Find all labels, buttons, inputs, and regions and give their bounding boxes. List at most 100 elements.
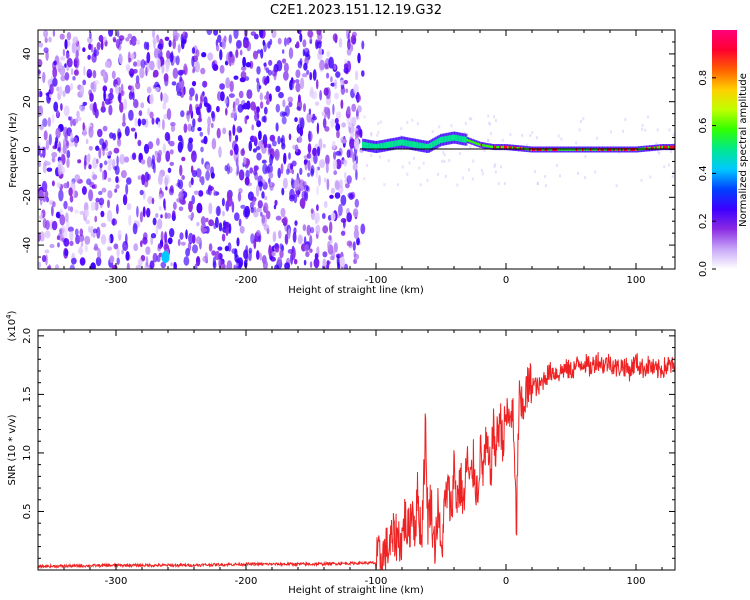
spectrogram-cell bbox=[157, 58, 161, 70]
spectrogram-cell bbox=[293, 258, 298, 265]
spectrogram-cell bbox=[641, 124, 644, 128]
spectrogram-cell bbox=[668, 128, 671, 132]
trace-core bbox=[376, 143, 379, 150]
spectrogram-cell bbox=[207, 104, 212, 113]
spectrogram-cell bbox=[68, 187, 73, 197]
spectrogram-cell bbox=[352, 162, 358, 171]
spectrogram-cell bbox=[53, 60, 57, 66]
spectrogram-cell bbox=[315, 79, 319, 90]
spectrogram-cell bbox=[137, 258, 143, 267]
spectrogram-cell bbox=[245, 61, 252, 68]
spectrogram-cell bbox=[98, 147, 102, 159]
spectrogram-cell bbox=[178, 179, 184, 190]
spectrogram-cell bbox=[211, 250, 216, 256]
spectrogram-cell bbox=[647, 115, 649, 119]
spectrogram-cell bbox=[72, 36, 79, 45]
spectrogram-cell bbox=[74, 137, 78, 148]
spectrogram-cell bbox=[233, 30, 239, 39]
spectrogram-cell bbox=[180, 241, 186, 246]
spectrogram-cell bbox=[146, 86, 152, 94]
trace-core bbox=[472, 141, 476, 144]
spectrogram-cell bbox=[663, 165, 666, 169]
spectrogram-cell bbox=[256, 152, 262, 161]
spectrogram-cell bbox=[346, 240, 353, 247]
spectrogram-cell bbox=[269, 181, 273, 187]
spectrogram-cell bbox=[200, 146, 204, 153]
spectrogram-cell bbox=[67, 226, 74, 233]
spectrogram-cell bbox=[649, 175, 652, 179]
spectrogram-cell bbox=[260, 48, 264, 59]
spectrogram-cell bbox=[225, 227, 229, 237]
spectrogram-cell bbox=[39, 231, 45, 242]
spectrogram-cell bbox=[201, 157, 204, 165]
spectrogram-cell bbox=[358, 129, 362, 138]
spectrogram-cell bbox=[56, 235, 61, 240]
spectrogram-cell bbox=[240, 204, 246, 209]
spectrogram-cell bbox=[193, 190, 199, 195]
trace-core bbox=[362, 141, 365, 148]
spectrogram-cell bbox=[116, 247, 120, 258]
spectrogram-cell bbox=[186, 110, 190, 116]
trace-core bbox=[369, 143, 373, 150]
trace-core bbox=[443, 136, 446, 143]
spectrogram-cell bbox=[130, 72, 134, 78]
spectrogram-cell bbox=[111, 70, 116, 80]
spectrogram-cell bbox=[117, 128, 122, 140]
spectrogram-cell bbox=[334, 117, 339, 125]
spectrogram-cell bbox=[201, 52, 207, 58]
spectrogram-cell bbox=[340, 99, 344, 109]
spectrogram-cell bbox=[328, 235, 332, 241]
spectrogram-cell bbox=[242, 56, 247, 68]
spectrogram-cell bbox=[471, 177, 474, 181]
spectrogram-cell bbox=[130, 35, 137, 47]
y-tick-label: 20 bbox=[22, 95, 33, 108]
spectrogram-cell bbox=[264, 77, 268, 86]
spectrogram-cell bbox=[211, 111, 216, 122]
spectrogram-cell bbox=[263, 202, 269, 214]
spectrogram-cell bbox=[333, 63, 337, 71]
spectrogram-cell bbox=[129, 39, 133, 45]
spectrogram-cell bbox=[228, 34, 232, 44]
spectrogram-cell bbox=[333, 151, 337, 160]
spectrogram-cell bbox=[205, 217, 209, 223]
spectrogram-cell bbox=[79, 257, 86, 266]
spectrogram-cell bbox=[201, 228, 208, 233]
spectrogram-cell bbox=[370, 131, 373, 135]
spectrogram-cell bbox=[578, 128, 581, 132]
spectrogram-cell bbox=[103, 160, 108, 166]
spectrogram-cell bbox=[107, 158, 113, 166]
spectrogram-cell bbox=[157, 218, 163, 230]
spectrogram-cell bbox=[261, 191, 265, 199]
spectrogram-cell bbox=[259, 252, 263, 261]
spectrogram-cell bbox=[205, 170, 211, 181]
spectrogram-cell bbox=[490, 132, 492, 136]
spectrogram-cell bbox=[355, 169, 358, 181]
spectrogram-cell bbox=[280, 207, 286, 218]
spectrogram-cell bbox=[299, 197, 306, 209]
spectrogram-cell bbox=[483, 148, 486, 152]
spectrogram-cell bbox=[170, 124, 176, 132]
spectrogram-cell bbox=[65, 52, 70, 59]
spectrogram-cell bbox=[135, 39, 141, 45]
spectrogram-cell bbox=[300, 117, 305, 130]
spectrogram-cell bbox=[200, 216, 206, 226]
spectrogram-cell bbox=[113, 38, 117, 43]
spectrogram-cell bbox=[104, 98, 111, 105]
spectrogram-cell bbox=[238, 218, 242, 227]
spectrogram-cell bbox=[624, 117, 627, 121]
spectrogram-cell bbox=[200, 67, 206, 75]
spectrogram-cell bbox=[288, 133, 292, 141]
spectrogram-cell bbox=[189, 103, 193, 115]
spectrogram-cell bbox=[239, 77, 246, 83]
spectrogram-cell bbox=[294, 220, 298, 226]
spectrogram-cell bbox=[66, 31, 72, 41]
spectrogram-cell bbox=[38, 145, 41, 157]
spectrogram-cell bbox=[195, 106, 201, 116]
spectrogram-cell bbox=[335, 123, 341, 132]
spectrogram-cell bbox=[310, 165, 315, 175]
spectrogram-cell bbox=[322, 258, 327, 269]
spectrogram-cell bbox=[282, 99, 286, 108]
spectrogram-cell bbox=[79, 228, 84, 237]
